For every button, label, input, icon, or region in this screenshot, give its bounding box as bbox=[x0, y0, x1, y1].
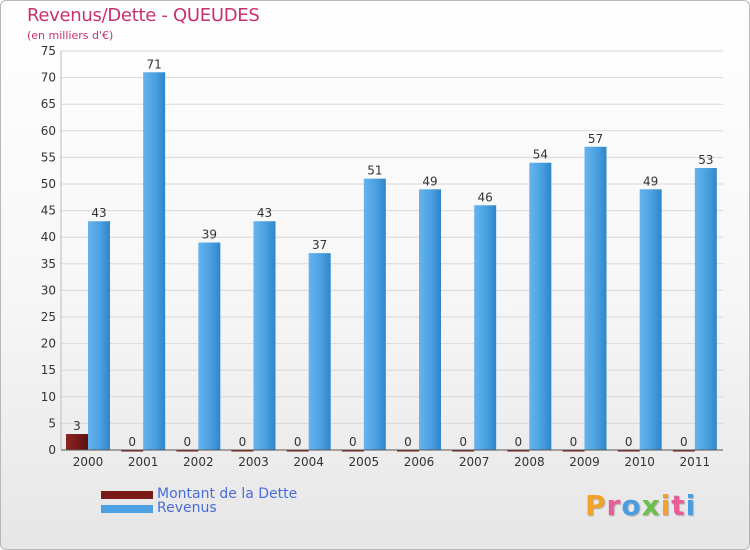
bar-revenue-2000 bbox=[88, 221, 110, 450]
x-tick-label-2007: 2007 bbox=[459, 455, 490, 469]
bar-debt-2001 bbox=[121, 450, 144, 452]
data-label-revenue-2010: 49 bbox=[643, 174, 658, 188]
x-tick-label-2011: 2011 bbox=[680, 455, 711, 469]
data-label-debt-2011: 0 bbox=[680, 435, 688, 449]
y-tick-label-70: 70 bbox=[41, 71, 56, 85]
bar-debt-2002 bbox=[176, 450, 199, 452]
bar-debt-2007 bbox=[452, 450, 475, 452]
chart-title: Revenus/Dette - QUEUDES bbox=[27, 5, 260, 26]
bar-debt-2000 bbox=[66, 434, 88, 450]
y-tick-label-65: 65 bbox=[41, 97, 56, 111]
logo-letter: x bbox=[641, 489, 661, 522]
y-tick-label-60: 60 bbox=[41, 124, 56, 138]
logo-letter: i bbox=[685, 489, 697, 522]
data-label-revenue-2001: 71 bbox=[147, 57, 162, 71]
bar-revenue-2003 bbox=[253, 221, 276, 450]
x-tick-label-2006: 2006 bbox=[404, 455, 435, 469]
bar-revenue-2007 bbox=[474, 205, 497, 450]
y-tick-label-40: 40 bbox=[41, 230, 56, 244]
gridlines bbox=[61, 50, 723, 451]
data-label-revenue-2006: 49 bbox=[422, 174, 437, 188]
bars bbox=[66, 72, 717, 452]
data-label-revenue-2011: 53 bbox=[698, 153, 713, 167]
bar-revenue-2002 bbox=[198, 242, 221, 450]
proxiti-logo: Proxiti bbox=[585, 489, 695, 525]
data-label-debt-2000: 3 bbox=[73, 419, 81, 433]
x-tick-label-2004: 2004 bbox=[293, 455, 324, 469]
y-tick-label-55: 55 bbox=[41, 150, 56, 164]
y-tick-label-15: 15 bbox=[41, 363, 56, 377]
x-tick-label-2002: 2002 bbox=[183, 455, 214, 469]
bar-debt-2003 bbox=[231, 450, 254, 452]
chart-subtitle: (en milliers d'€) bbox=[27, 29, 114, 42]
data-label-revenue-2009: 57 bbox=[588, 132, 603, 146]
y-tick-label-20: 20 bbox=[41, 337, 56, 351]
data-label-debt-2006: 0 bbox=[404, 435, 412, 449]
y-tick-label-35: 35 bbox=[41, 257, 56, 271]
logo-letter: i bbox=[660, 489, 672, 522]
y-tick-label-45: 45 bbox=[41, 204, 56, 218]
logo-letter: o bbox=[621, 489, 642, 522]
x-tick-label-2003: 2003 bbox=[238, 455, 269, 469]
bar-debt-2005 bbox=[341, 450, 364, 452]
data-label-revenue-2003: 43 bbox=[257, 206, 272, 220]
data-label-revenue-2008: 54 bbox=[533, 148, 548, 162]
data-label-debt-2002: 0 bbox=[184, 435, 192, 449]
data-label-debt-2008: 0 bbox=[515, 435, 523, 449]
y-tick-label-75: 75 bbox=[41, 44, 56, 58]
bar-revenue-2004 bbox=[308, 253, 331, 450]
data-label-revenue-2002: 39 bbox=[202, 228, 217, 242]
data-label-revenue-2007: 46 bbox=[478, 190, 493, 204]
x-tick-label-2009: 2009 bbox=[569, 455, 600, 469]
y-axis-ticks: 0 5 10 15 20 25 30 35 40 45 50 55 60 65 70 75 bbox=[41, 44, 56, 457]
x-axis-ticks: 2000 2001 2002 2003 2004 2005 2006 2007 2008 2009… bbox=[73, 455, 710, 469]
data-label-debt-2005: 0 bbox=[349, 435, 357, 449]
legend-swatch-debt bbox=[101, 491, 153, 499]
legend-label-revenue: Revenus bbox=[157, 500, 217, 516]
legend-label-debt: Montant de la Dette bbox=[157, 486, 298, 502]
logo-letter: t bbox=[671, 489, 686, 522]
bar-debt-2006 bbox=[397, 450, 419, 452]
bar-debt-2008 bbox=[507, 450, 530, 452]
bar-debt-2010 bbox=[617, 450, 640, 452]
y-tick-label-0: 0 bbox=[48, 443, 56, 457]
bar-revenue-2010 bbox=[639, 189, 662, 450]
logo-letter: r bbox=[606, 489, 622, 522]
bar-revenue-2009 bbox=[584, 146, 607, 450]
y-tick-label-25: 25 bbox=[41, 310, 56, 324]
data-label-debt-2010: 0 bbox=[625, 435, 633, 449]
bar-debt-2009 bbox=[562, 450, 585, 452]
bar-debt-2011 bbox=[672, 450, 695, 452]
bar-revenue-2011 bbox=[694, 168, 717, 451]
y-tick-label-30: 30 bbox=[41, 283, 56, 297]
x-tick-label-2008: 2008 bbox=[514, 455, 545, 469]
bar-revenue-2006 bbox=[419, 189, 441, 450]
x-tick-label-2000: 2000 bbox=[73, 455, 104, 469]
x-tick-label-2001: 2001 bbox=[128, 455, 159, 469]
data-labels: 3 43 0 71 0 39 0 43 0 37 0 51 0 49 0 46 0 54 0 57 0 49 0 53 bbox=[73, 57, 713, 449]
y-tick-label-50: 50 bbox=[41, 177, 56, 191]
y-tick-label-5: 5 bbox=[48, 416, 56, 430]
y-tick-label-10: 10 bbox=[41, 390, 56, 404]
bar-revenue-2005 bbox=[363, 178, 386, 450]
data-label-debt-2003: 0 bbox=[239, 435, 247, 449]
data-label-revenue-2005: 51 bbox=[367, 164, 382, 178]
x-tick-label-2010: 2010 bbox=[624, 455, 655, 469]
bar-revenue-2001 bbox=[143, 72, 166, 450]
x-tick-label-2005: 2005 bbox=[349, 455, 380, 469]
data-label-debt-2004: 0 bbox=[294, 435, 302, 449]
data-label-debt-2009: 0 bbox=[570, 435, 578, 449]
data-label-debt-2007: 0 bbox=[459, 435, 467, 449]
data-label-revenue-2004: 37 bbox=[312, 238, 327, 252]
legend-swatch-revenue bbox=[101, 505, 153, 513]
bar-revenue-2008 bbox=[529, 162, 552, 450]
data-label-debt-2001: 0 bbox=[128, 435, 136, 449]
logo-letter: P bbox=[585, 489, 607, 522]
data-label-revenue-2000: 43 bbox=[91, 206, 106, 220]
bar-debt-2004 bbox=[286, 450, 309, 452]
